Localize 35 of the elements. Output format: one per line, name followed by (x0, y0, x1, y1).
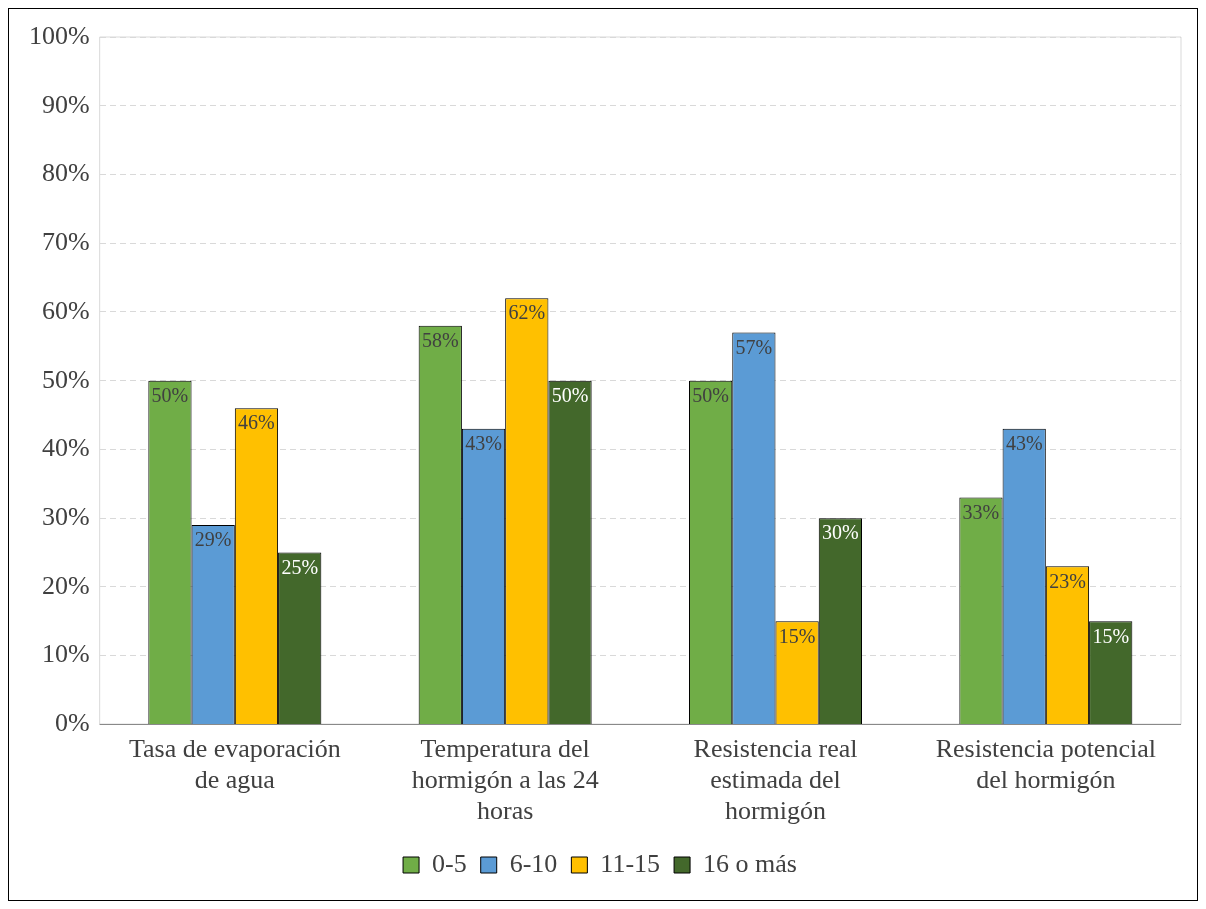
y-tick-label: 10% (41, 639, 90, 669)
data-label: 30% (822, 521, 859, 544)
data-label: 15% (1092, 624, 1130, 647)
x-tick-label: Temperatura del hormigón a las 24 horas (411, 733, 599, 826)
data-label: 23% (1049, 569, 1086, 592)
data-label: 33% (962, 500, 1000, 523)
data-label: 50% (692, 383, 729, 406)
y-tick-label: 100% (28, 20, 90, 50)
data-label: 50% (151, 383, 189, 406)
data-label: 15% (778, 624, 816, 647)
data-label: 57% (735, 335, 773, 358)
y-tick-label: 60% (41, 295, 90, 325)
data-label: 50% (551, 383, 589, 406)
x-tick-label: Resistencia real estimada del hormigón (693, 733, 858, 826)
y-tick-label: 30% (41, 502, 90, 532)
data-label: 62% (508, 301, 546, 324)
data-label: 25% (281, 555, 319, 578)
y-tick-label: 0% (54, 708, 90, 738)
legend-label: 16 o más (703, 848, 797, 878)
data-label: 46% (238, 411, 275, 434)
data-label: 43% (465, 432, 502, 455)
data-label: 58% (421, 328, 459, 351)
y-tick-label: 90% (41, 89, 90, 119)
y-tick-label: 70% (41, 227, 90, 257)
legend-label: 0-5 (432, 848, 467, 878)
y-tick-label: 40% (41, 433, 90, 463)
y-tick-label: 80% (41, 158, 90, 188)
data-label: 43% (1005, 432, 1043, 455)
y-tick-label: 50% (41, 364, 90, 394)
y-tick-label: 20% (41, 570, 90, 600)
x-tick-label: Tasa de evaporación de agua (128, 733, 341, 795)
legend-label: 6-10 (509, 848, 558, 878)
x-tick-label: Resistencia potencial del hormigón (935, 733, 1156, 795)
data-label: 29% (194, 528, 232, 551)
legend-label: 11-15 (600, 848, 661, 878)
